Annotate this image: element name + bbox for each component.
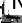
Text: N$_2$: N$_2$ <box>2 0 22 20</box>
Text: NH$_4$Cl: NH$_4$Cl <box>2 0 22 21</box>
Text: H: H <box>11 0 22 3</box>
Text: C$=$N: C$=$N <box>13 0 22 23</box>
Text: C$\equiv$N: C$\equiv$N <box>0 5 22 23</box>
Bar <box>4 2 6 22</box>
Bar <box>13 8 21 22</box>
Text: Crb-3: Crb-3 <box>2 0 22 13</box>
Text: a: a <box>2 2 22 23</box>
Text: R$-$NH$_x$: R$-$NH$_x$ <box>0 0 21 23</box>
Text: glycine: glycine <box>2 0 22 16</box>
Text: Crb-1: Crb-1 <box>2 0 22 6</box>
Text: N: N <box>10 0 22 13</box>
Text: N: N <box>6 0 22 13</box>
Text: hydantoin: hydantoin <box>2 0 22 18</box>
Text: NaNO$_3$: NaNO$_3$ <box>2 0 22 23</box>
Text: Crb-2: Crb-2 <box>2 0 22 9</box>
Text: b: b <box>13 8 22 23</box>
